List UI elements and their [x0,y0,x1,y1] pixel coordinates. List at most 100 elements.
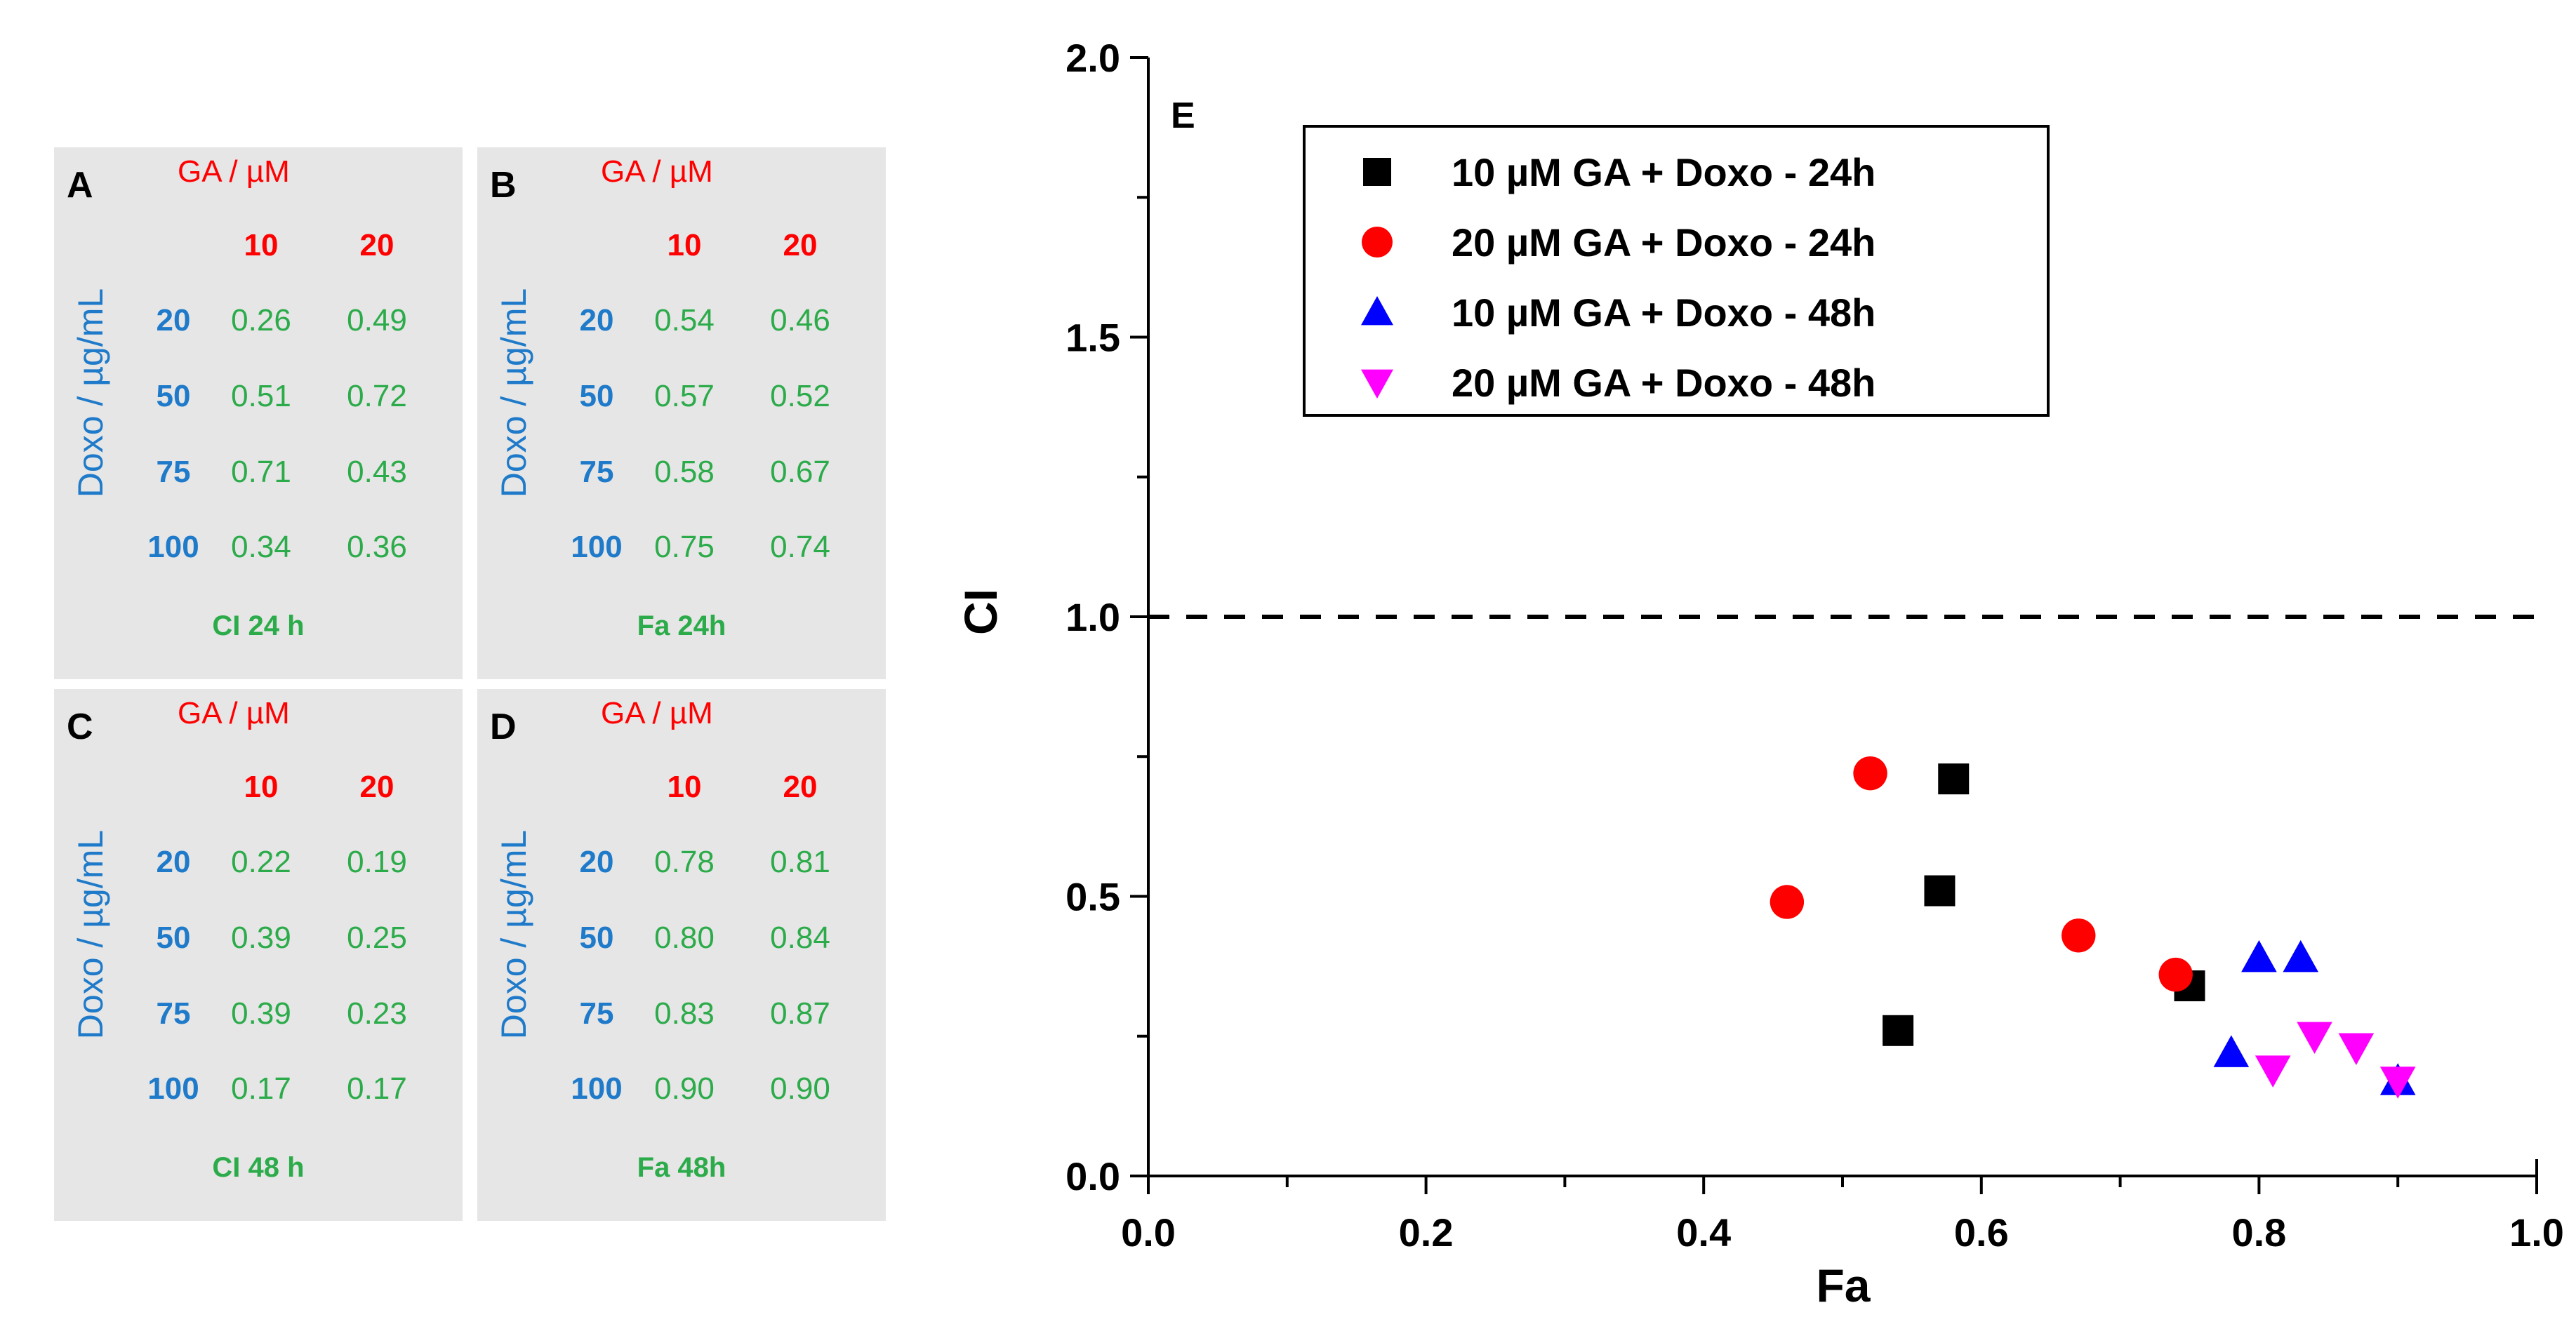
data-point-series-3 [2213,1035,2250,1067]
x-tick-label: 0.8 [2231,1210,2286,1255]
panel-d-fa-48h: D GA / µM 10 20 Doxo / µg/mL 20 0.78 0.8… [477,689,886,1221]
table-cell: 0.51 [231,379,291,413]
data-point-series-3 [2283,940,2319,972]
x-tick-label: 0.4 [1676,1210,1731,1255]
table-cell: 0.23 [347,996,407,1031]
ga-header: GA / µM [601,154,713,189]
table-cell: 0.81 [770,845,830,879]
table-cell: 0.43 [347,455,407,489]
table-cell: 0.80 [654,921,715,955]
x-tick-label: 0.6 [1954,1210,2009,1255]
y-tick-label: 1.5 [1065,316,1120,360]
table-cell: 0.57 [654,379,715,413]
data-point-series-4 [2297,1022,2332,1055]
table-cell: 0.22 [231,845,291,879]
data-point-series-1 [1924,875,1956,907]
row-label: 20 [156,303,191,337]
table-cell: 0.74 [770,530,830,564]
column-header: 20 [359,228,394,262]
panel-a-ci-24h: A GA / µM 10 20 Doxo / µg/mL 20 0.26 0.4… [54,147,463,679]
data-point-series-4 [2379,1067,2416,1099]
row-label: 50 [156,379,191,413]
table-cell: 0.36 [347,530,407,564]
row-label: 100 [571,1071,623,1106]
legend-label-series-2: 20 µM GA + Doxo - 24h [1452,220,1875,265]
panel-letter-e: E [1171,95,1195,136]
table-cell: 0.71 [231,455,291,489]
y-axis-label: CI [955,589,1007,635]
panel-footer: Fa 48h [637,1152,726,1183]
row-label: 100 [147,1071,199,1106]
data-point-series-1 [1938,763,1970,795]
ga-header: GA / µM [178,154,290,189]
legend-box [1303,125,2050,417]
y-tick-label: 2.0 [1065,36,1120,80]
data-point-series-2 [1770,885,1805,919]
legend-label-series-3: 10 µM GA + Doxo - 48h [1452,290,1875,335]
y-tick-label: 0.0 [1065,1154,1120,1198]
column-header: 10 [244,770,279,804]
row-label: 75 [156,455,191,489]
panel-letter: A [67,165,93,206]
column-header: 20 [783,228,818,262]
legend-marker-series-4 [1361,369,1393,399]
table-cell: 0.75 [654,530,715,564]
legend-label-series-1: 10 µM GA + Doxo - 24h [1452,150,1875,194]
column-header: 20 [359,770,394,804]
row-label: 100 [147,530,199,564]
table-cell: 0.78 [654,845,715,879]
row-label: 50 [579,379,614,413]
panel-letter: C [67,707,93,747]
panel-letter: B [490,165,517,206]
data-point-series-4 [2338,1033,2375,1065]
table-cell: 0.83 [654,996,715,1031]
row-label: 50 [579,921,614,955]
panel-footer: Fa 24h [637,610,726,641]
table-cell: 0.19 [347,845,407,879]
column-header: 10 [667,228,702,262]
row-label: 100 [571,530,623,564]
table-cell: 0.58 [654,455,715,489]
table-cell: 0.26 [231,303,291,337]
row-label: 75 [579,996,614,1031]
row-label: 20 [579,845,614,879]
panel-c-ci-48h: C GA / µM 10 20 Doxo / µg/mL 20 0.22 0.1… [54,689,463,1221]
ga-header: GA / µM [601,696,713,730]
table-cell: 0.87 [770,996,830,1031]
table-cell: 0.39 [231,996,291,1031]
legend-label-series-4: 20 µM GA + Doxo - 48h [1452,361,1875,405]
panel-footer: CI 48 h [212,1152,305,1183]
legend: 10 µM GA + Doxo - 24h 20 µM GA + Doxo - 2… [1303,125,2050,417]
table-cell: 0.17 [347,1071,407,1106]
table-cell: 0.54 [654,303,715,337]
table-cell: 0.46 [770,303,830,337]
table-cell: 0.34 [231,530,291,564]
table-cell: 0.84 [770,921,830,955]
legend-marker-series-3 [1361,296,1393,326]
column-header: 20 [783,770,818,804]
table-cell: 0.90 [654,1071,715,1106]
table-cell: 0.17 [231,1071,291,1106]
data-point-series-4 [2255,1055,2291,1088]
x-axis-label: Fa [1816,1259,1871,1311]
row-label: 75 [579,455,614,489]
data-point-series-2 [2062,918,2096,953]
panel-footer: CI 24 h [212,610,305,641]
row-label: 20 [579,303,614,337]
data-point-series-1 [1883,1015,1914,1046]
y-tick-label: 0.5 [1065,875,1120,919]
table-cell: 0.67 [770,455,830,489]
row-label: 50 [156,921,191,955]
row-label: 20 [156,845,191,879]
panel-letter: D [490,707,517,747]
table-cell: 0.90 [770,1071,830,1106]
legend-marker-series-2 [1362,227,1393,258]
column-header: 10 [667,770,702,804]
table-cell: 0.25 [347,921,407,955]
panel-b-fa-24h: B GA / µM 10 20 Doxo / µg/mL 20 0.54 0.4… [477,147,886,679]
column-header: 10 [244,228,279,262]
table-cell: 0.52 [770,379,830,413]
x-tick-label: 1.0 [2509,1210,2564,1255]
x-tick-label: 0.0 [1121,1210,1176,1255]
data-point-series-3 [2241,940,2277,972]
